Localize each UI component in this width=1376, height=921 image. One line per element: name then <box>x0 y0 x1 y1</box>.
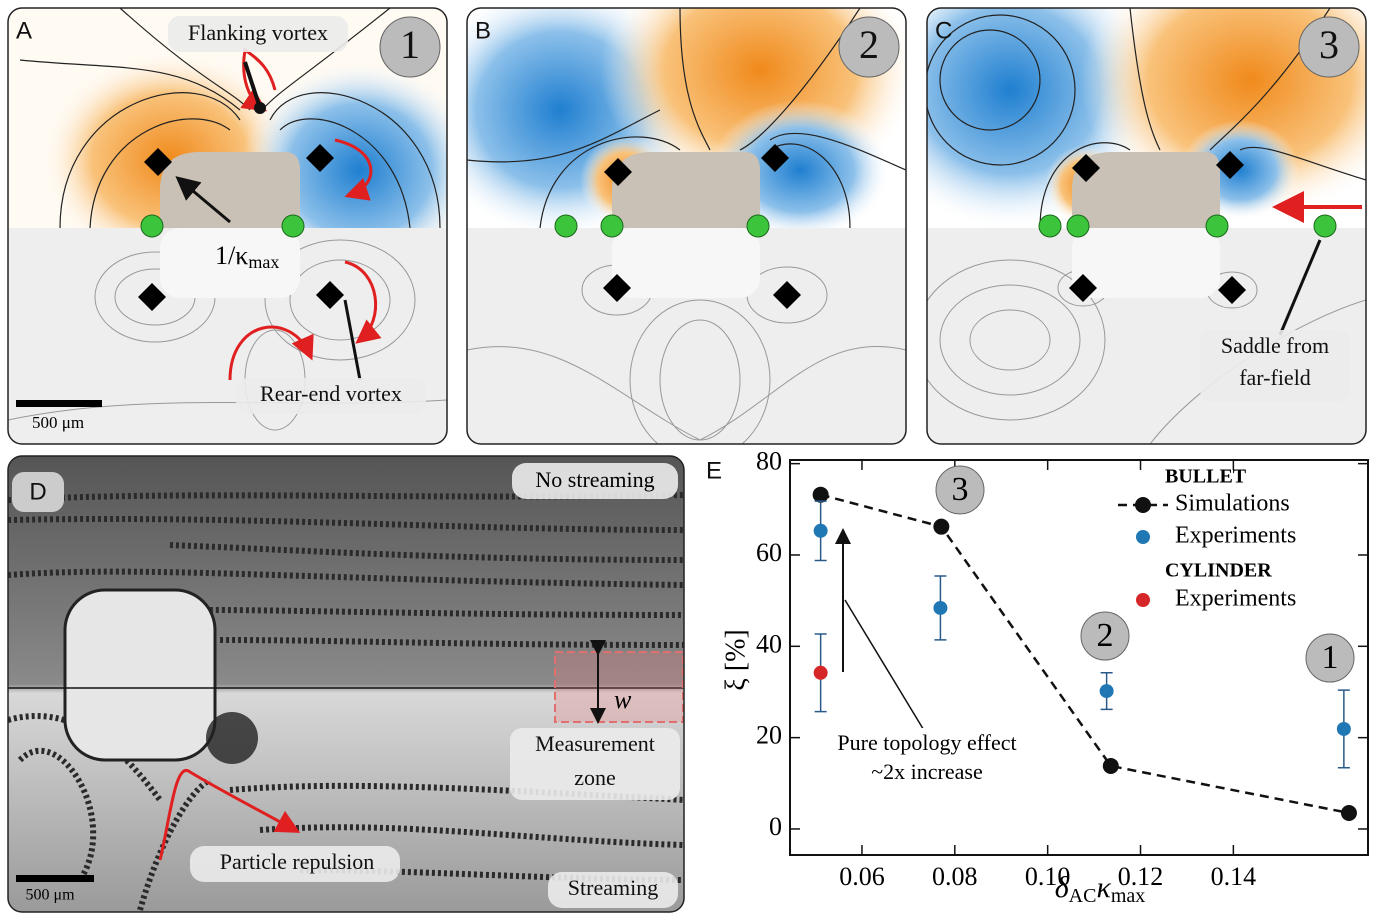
callout-part: 1/κ <box>215 241 248 270</box>
x-axis-label-part: AC <box>1069 885 1097 907</box>
callout: w <box>614 685 632 714</box>
y-tick-label: 80 <box>756 447 782 476</box>
data-point <box>1341 805 1357 821</box>
legend-marker <box>1136 593 1150 607</box>
panel-label: C <box>935 17 952 44</box>
badge-text: 3 <box>1319 22 1339 67</box>
scale-bar-label: 500 μm <box>32 413 84 432</box>
callout-sub: max <box>248 252 279 272</box>
badge-text: 3 <box>952 471 969 508</box>
data-point <box>933 601 947 615</box>
plot-frame <box>790 460 1368 855</box>
legend-label: Experiments <box>1175 586 1296 612</box>
data-point <box>814 524 828 538</box>
panel-label: B <box>475 17 491 44</box>
badge-text: 2 <box>859 22 879 67</box>
data-point <box>1337 722 1351 736</box>
legend-marker <box>1135 497 1151 513</box>
callout: far-field <box>1239 365 1311 390</box>
data-point <box>813 487 829 503</box>
scale-bar-label: 500 μm <box>25 887 75 904</box>
annotation: Pure topology effect <box>837 730 1016 755</box>
legend-group: CYLINDER <box>1165 560 1272 582</box>
badge-text: 1 <box>400 22 420 67</box>
data-point <box>1103 758 1119 774</box>
legend-marker <box>1136 530 1150 544</box>
data-point <box>933 519 949 535</box>
data-point <box>1100 684 1114 698</box>
panel-b <box>420 0 920 460</box>
legend-label: Experiments <box>1175 523 1296 549</box>
x-axis-label-part: κ <box>1096 871 1111 904</box>
panel-label: A <box>16 17 32 44</box>
x-tick-label: 0.06 <box>839 862 885 891</box>
callout: Saddle from <box>1221 333 1329 358</box>
y-tick-label: 20 <box>756 721 782 750</box>
legend-group: BULLET <box>1165 466 1247 488</box>
x-tick-label: 0.08 <box>932 862 978 891</box>
callout: zone <box>574 765 616 790</box>
callout: Rear-end vortex <box>260 381 402 406</box>
y-axis-label: ξ [%] <box>720 629 751 690</box>
figure: A 1 Flanking vortex 1/κmax Rear-end vort… <box>0 0 1376 916</box>
y-tick-label: 60 <box>756 538 782 567</box>
callout: Particle repulsion <box>220 849 375 874</box>
panel-label: D <box>29 478 46 505</box>
y-tick-label: 0 <box>769 812 782 841</box>
badge-text: 1 <box>1322 639 1339 676</box>
callout: Flanking vortex <box>188 20 328 45</box>
x-axis-label-part: δ <box>1055 871 1070 904</box>
panel-label: E <box>706 457 722 484</box>
badge-text: 2 <box>1097 617 1114 654</box>
annotation: ~2x increase <box>871 759 982 784</box>
panel-d <box>8 456 684 912</box>
y-tick-label: 40 <box>756 629 782 658</box>
callout: No streaming <box>535 467 654 492</box>
legend-label: Simulations <box>1175 491 1290 517</box>
data-point <box>814 666 828 680</box>
callout: Measurement <box>535 731 655 756</box>
callout: Streaming <box>568 875 658 900</box>
x-axis-label-part: max <box>1111 885 1145 907</box>
annotation-pointer <box>845 600 925 732</box>
x-tick-label: 0.14 <box>1211 862 1257 891</box>
